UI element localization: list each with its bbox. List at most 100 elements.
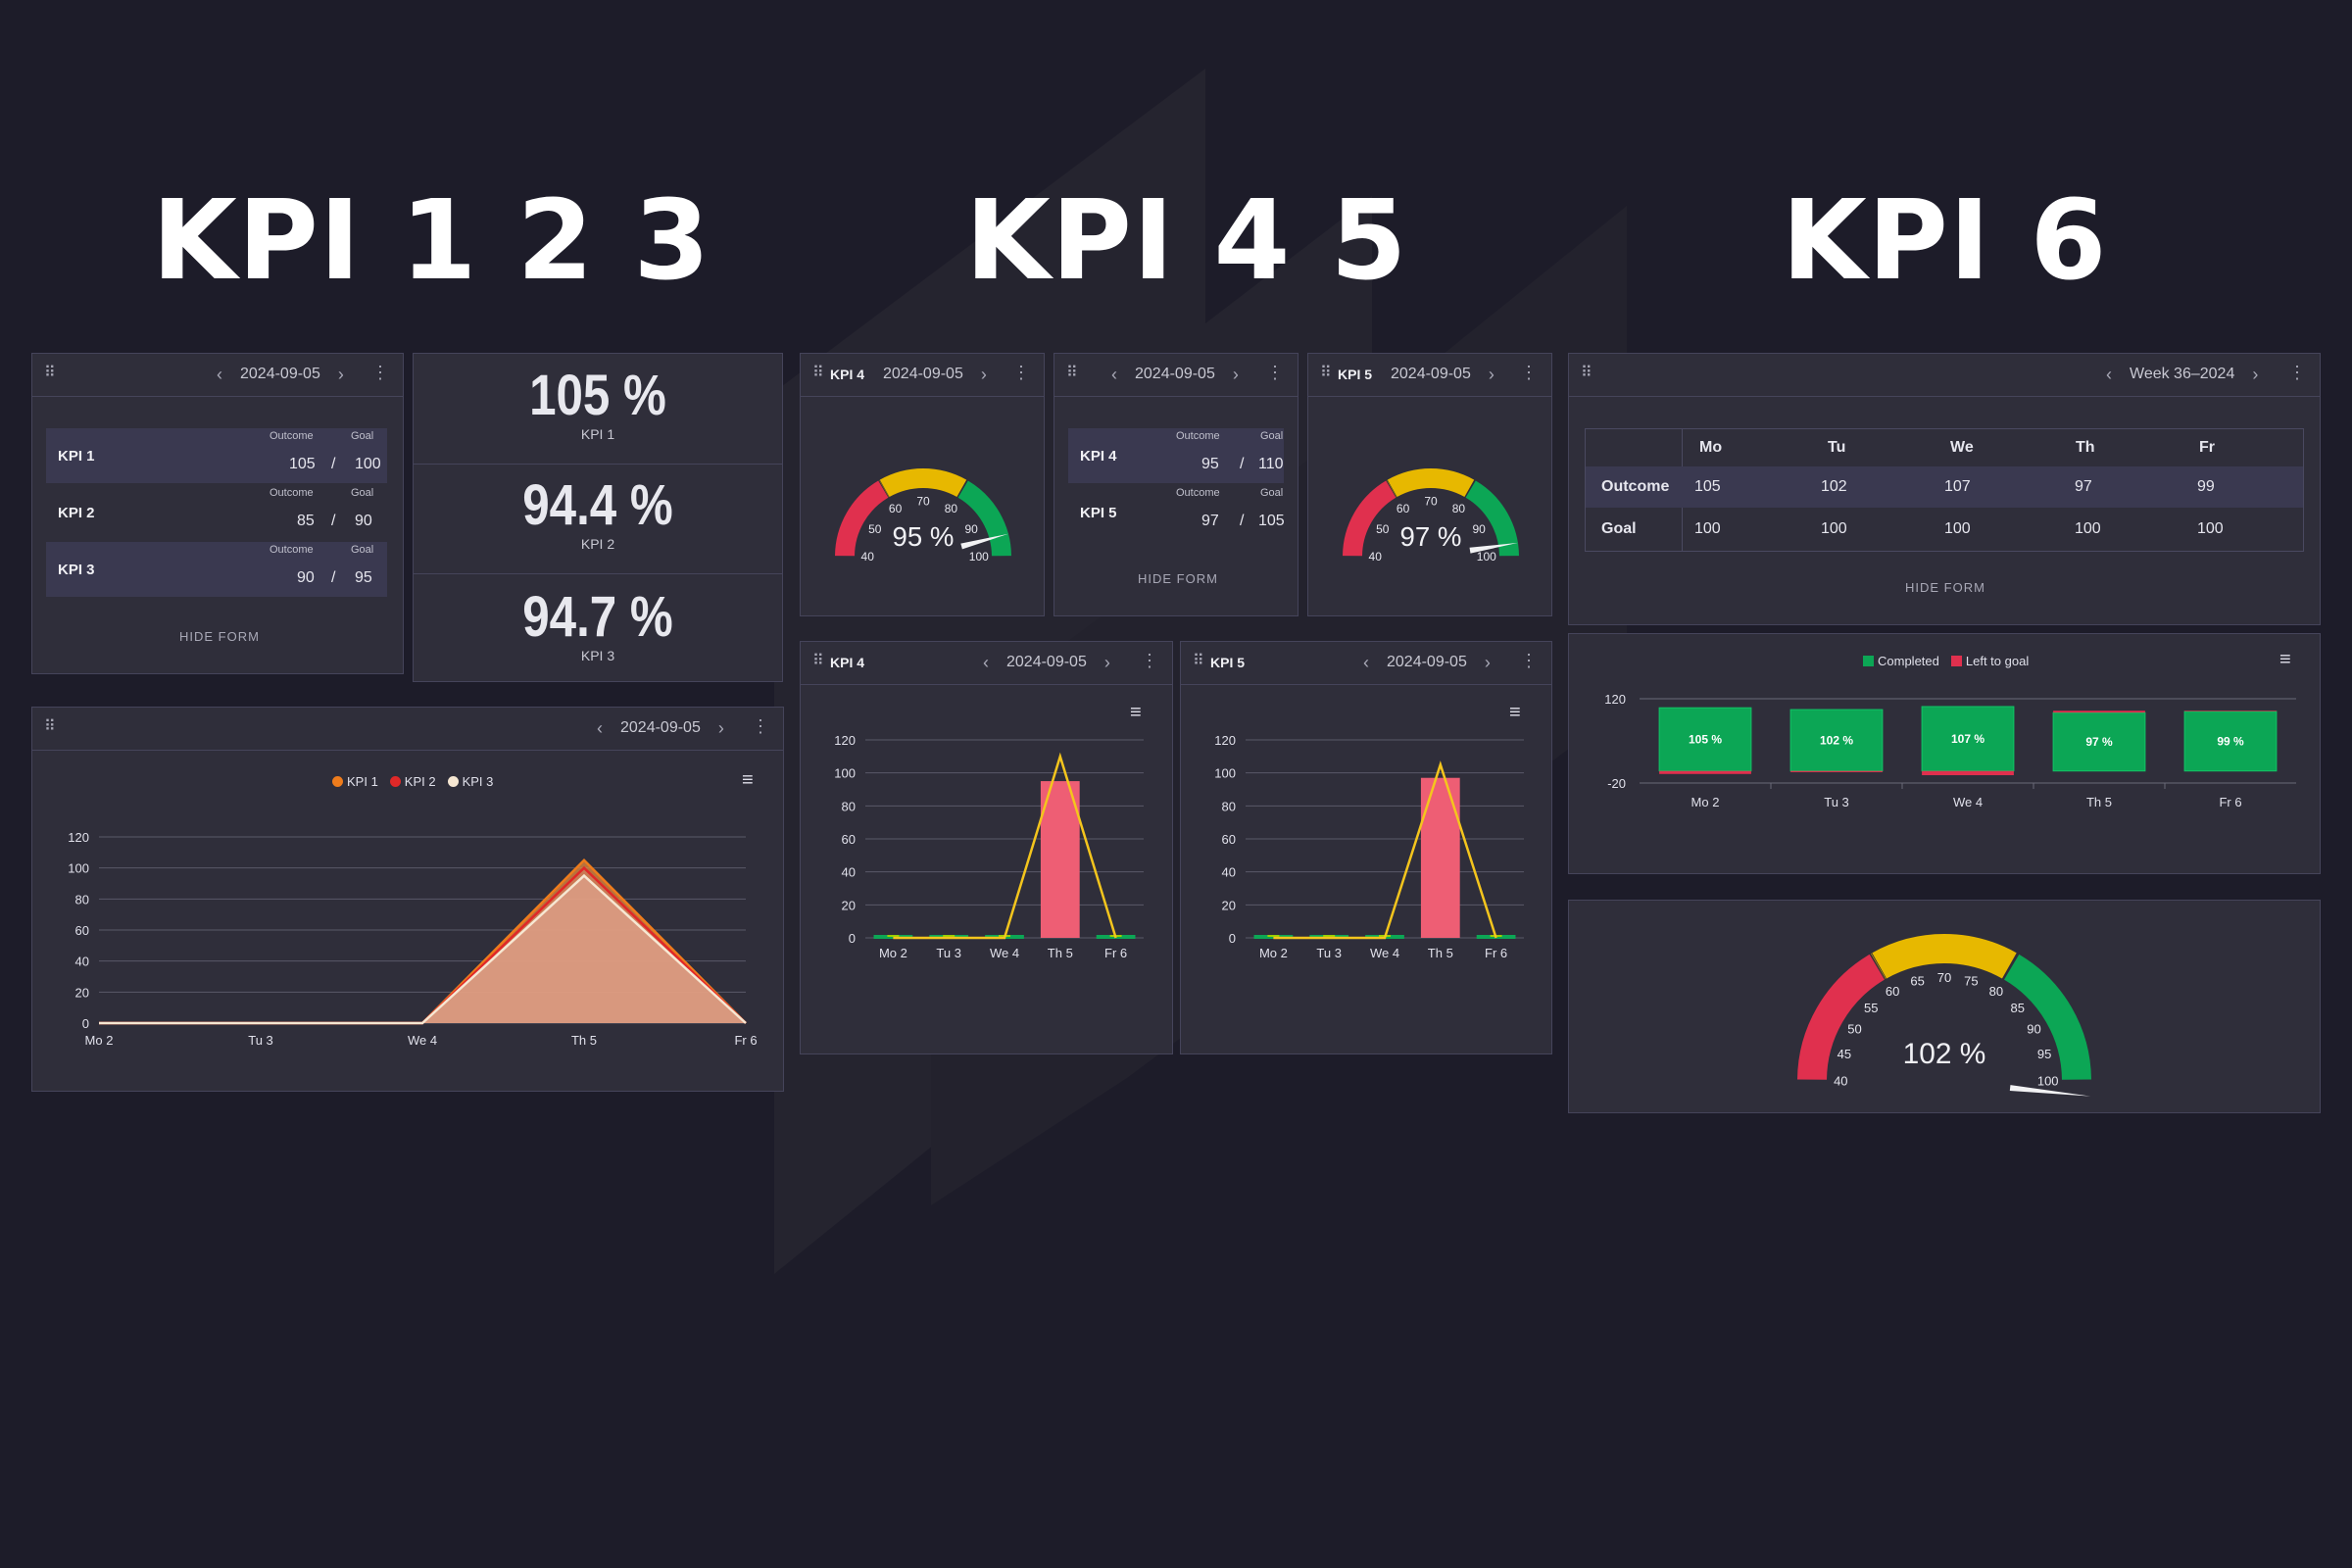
gauge-needle [2009, 1085, 2091, 1097]
chevron-right-icon[interactable]: › [1484, 653, 1491, 672]
drag-handle-icon[interactable]: ⠿ [812, 653, 824, 669]
table-header-fr: Fr [2199, 439, 2215, 456]
hide-form-button[interactable]: HIDE FORM [179, 629, 260, 644]
y-tick-label: 80 [842, 799, 856, 813]
kpi6-stacked-chart: 120 -20 105 % Mo 2 102 % Tu 3 107 % We 4 97 % Th … [1604, 692, 2296, 809]
date-label: 2024-09-05 [1387, 654, 1467, 670]
date-label: 2024-09-05 [620, 719, 701, 736]
drag-handle-icon[interactable]: ⠿ [44, 365, 56, 381]
row-label: KPI 2 [58, 505, 95, 521]
kpi5-bar-panel: ⠿ KPI 5 ‹ 2024-09-05 › ⋮ ≡ 120 100 80 60 40 2… [1180, 641, 1552, 1054]
outcome-field[interactable]: 105 [289, 456, 316, 472]
table-cell[interactable]: 102 [1821, 478, 1847, 495]
more-vert-icon[interactable]: ⋮ [1520, 651, 1538, 670]
hamburger-menu-icon[interactable]: ≡ [742, 769, 754, 791]
row-label: KPI 3 [58, 562, 95, 578]
outcome-field[interactable]: 97 [1201, 513, 1219, 529]
table-cell[interactable]: 99 [2197, 478, 2215, 495]
drag-handle-icon[interactable]: ⠿ [1581, 365, 1592, 381]
drag-handle-icon[interactable]: ⠿ [812, 365, 824, 381]
kpi6-stacked-panel: Completed Left to goal ≡ 120 -20 105 % Mo 2… [1568, 633, 2321, 874]
goal-field[interactable]: 100 [355, 456, 381, 472]
completed-bar [1789, 709, 1884, 772]
legend-item-kpi3[interactable]: KPI 3 [447, 774, 493, 789]
more-vert-icon[interactable]: ⋮ [1266, 363, 1284, 382]
table-cell[interactable]: 100 [1694, 520, 1721, 537]
chevron-right-icon[interactable]: › [717, 718, 724, 738]
hide-form-button[interactable]: HIDE FORM [1905, 580, 1985, 595]
goal-field[interactable]: 110 [1258, 456, 1284, 472]
outcome-field[interactable]: 95 [1201, 456, 1219, 472]
goal-field[interactable]: 95 [355, 569, 372, 586]
table-cell[interactable]: 100 [1821, 520, 1847, 537]
legend-item-kpi1[interactable]: KPI 1 [332, 774, 378, 789]
chevron-right-icon[interactable]: › [337, 365, 344, 384]
gauge-tick-label: 70 [1937, 970, 1951, 985]
chevron-left-icon[interactable]: ‹ [1363, 653, 1369, 672]
gauge-tick-label: 40 [1369, 550, 1383, 564]
legend-item-kpi2[interactable]: KPI 2 [389, 774, 436, 789]
gauge-green-band [1465, 480, 1519, 557]
table-cell[interactable]: 100 [1944, 520, 1971, 537]
left-to-goal-bar [1659, 770, 1751, 774]
chevron-right-icon[interactable]: › [980, 365, 987, 384]
chevron-left-icon[interactable]: ‹ [217, 365, 222, 384]
more-vert-icon[interactable]: ⋮ [2288, 363, 2306, 382]
table-cell[interactable]: 100 [2197, 520, 2224, 537]
hide-form-button[interactable]: HIDE FORM [1138, 571, 1218, 586]
more-vert-icon[interactable]: ⋮ [371, 363, 389, 382]
x-tick-label: Mo 2 [85, 1033, 114, 1048]
gauge-green-band [2003, 954, 2091, 1081]
goal-caption: Goal [351, 544, 374, 556]
drag-handle-icon[interactable]: ⠿ [1320, 365, 1332, 381]
goal-line [1273, 760, 1497, 940]
outcome-field[interactable]: 90 [297, 569, 315, 586]
gauge-yellow-band [879, 468, 967, 498]
goal-field[interactable]: 105 [1258, 513, 1285, 529]
legend-dot [332, 776, 343, 787]
legend-item-left-to-goal[interactable]: Left to goal [1950, 654, 2029, 668]
more-vert-icon[interactable]: ⋮ [1520, 363, 1538, 382]
table-cell[interactable]: 105 [1694, 478, 1721, 495]
chevron-left-icon[interactable]: ‹ [983, 653, 989, 672]
table-cell[interactable]: 107 [1944, 478, 1971, 495]
gauge-tick-label: 80 [1989, 984, 2003, 999]
hamburger-menu-icon[interactable]: ≡ [1130, 702, 1142, 723]
chevron-right-icon[interactable]: › [1232, 365, 1239, 384]
gauge-tick-label: 90 [2027, 1022, 2040, 1037]
table-cell[interactable]: 100 [2075, 520, 2101, 537]
chevron-right-icon[interactable]: › [1103, 653, 1110, 672]
drag-handle-icon[interactable]: ⠿ [1066, 365, 1078, 381]
chevron-right-icon[interactable]: › [1488, 365, 1494, 384]
goal-caption: Goal [1260, 430, 1284, 442]
drag-handle-icon[interactable]: ⠿ [1193, 653, 1204, 669]
chevron-left-icon[interactable]: ‹ [2106, 365, 2112, 384]
x-tick-label: Fr 6 [1485, 946, 1507, 960]
more-vert-icon[interactable]: ⋮ [752, 716, 769, 736]
bar-accent [1323, 935, 1336, 937]
kpi3-percent: 94.7 % [522, 585, 673, 649]
gauge-tick-label: 100 [1477, 550, 1496, 564]
date-label: 2024-09-05 [1006, 654, 1087, 670]
goal-field[interactable]: 90 [355, 513, 372, 529]
more-vert-icon[interactable]: ⋮ [1012, 363, 1030, 382]
drag-handle-icon[interactable]: ⠿ [44, 718, 56, 735]
chevron-left-icon[interactable]: ‹ [597, 718, 603, 738]
chevron-right-icon[interactable]: › [2252, 365, 2259, 384]
more-vert-icon[interactable]: ⋮ [1141, 651, 1158, 670]
gauge-tick-label: 50 [868, 522, 882, 536]
chevron-left-icon[interactable]: ‹ [1111, 365, 1117, 384]
outcome-field[interactable]: 85 [297, 513, 315, 529]
kpi2-value: 94.4 % KPI 2 [414, 477, 782, 553]
legend-item-completed[interactable]: Completed [1863, 654, 1939, 668]
legend-swatch [1863, 656, 1874, 666]
hamburger-menu-icon[interactable]: ≡ [2279, 649, 2291, 670]
date-nav: 2024-09-05 › [883, 366, 987, 383]
gauge-tick-label: 80 [945, 502, 958, 515]
hamburger-menu-icon[interactable]: ≡ [1509, 702, 1521, 723]
table-cell[interactable]: 97 [2075, 478, 2092, 495]
date-nav: ‹ 2024-09-05 › [217, 366, 344, 383]
panel-header: ⠿ ‹ 2024-09-05 › ⋮ [1054, 354, 1298, 397]
outcome-caption: Outcome [1176, 430, 1220, 442]
